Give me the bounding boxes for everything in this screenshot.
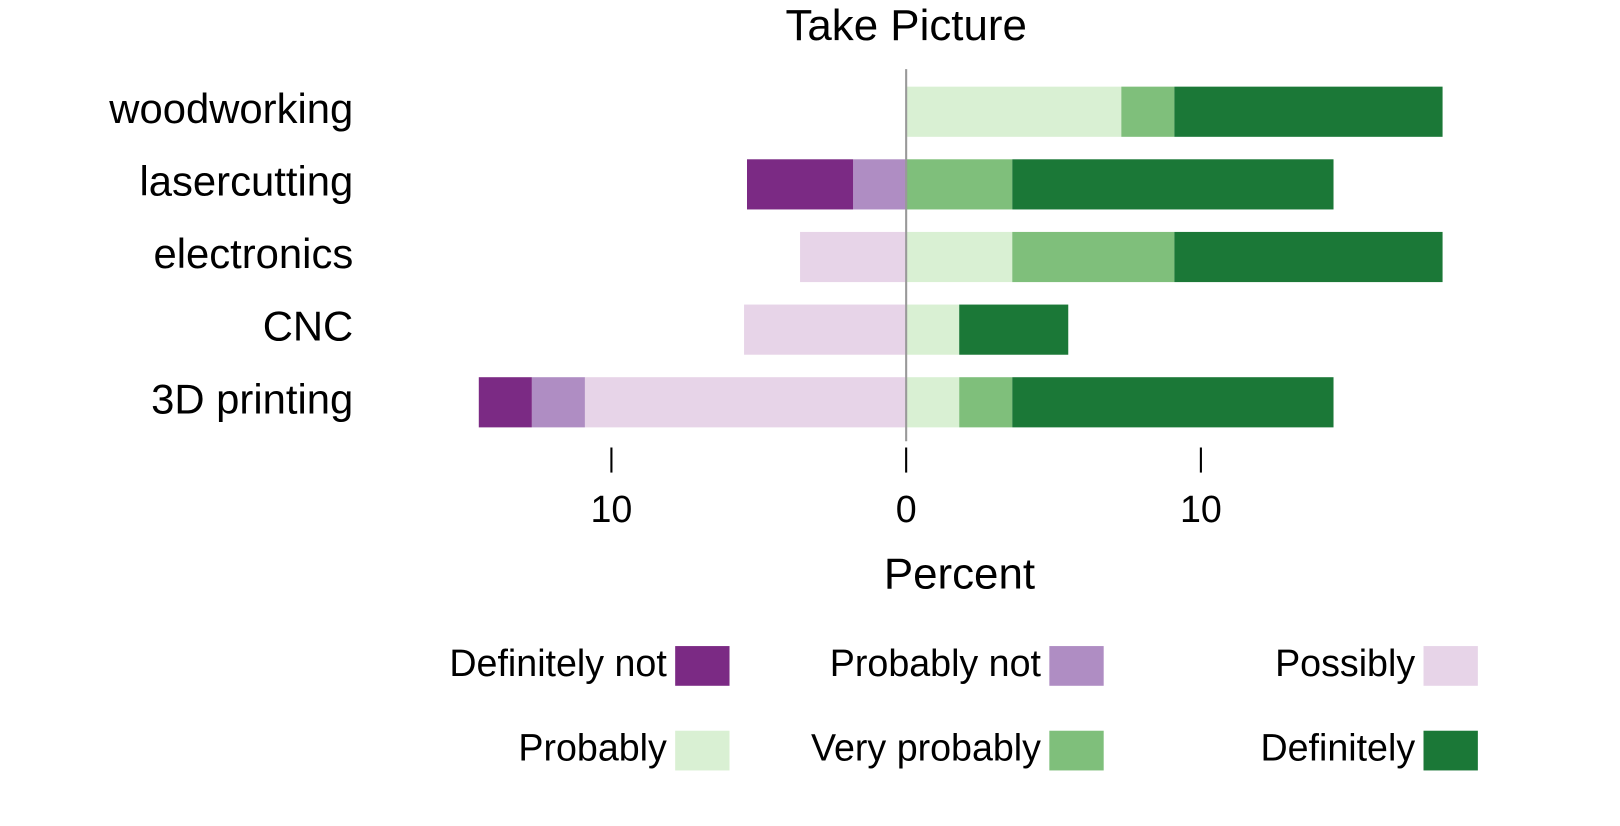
x-tick-label: 10 [1180,488,1222,530]
x-tick-label: 10 [590,488,632,530]
legend-label: Possibly [1275,642,1415,684]
bar-segment [531,377,585,428]
bar-segment [746,159,854,210]
y-tick-label: electronics [153,230,353,277]
bar-segment [584,377,907,428]
legend-label: Definitely not [449,642,667,684]
bar-segment [1012,377,1334,428]
bar-segment [906,231,1013,283]
bar-segment [478,377,532,428]
bar-segment [1012,231,1175,283]
bar-segment [906,86,1122,137]
bar-segment [800,231,907,283]
legend-swatch [1423,730,1478,771]
legend-swatch [675,730,730,771]
legend-label: Definitely [1260,727,1415,769]
legend-swatch [675,646,730,686]
bar-segment [1174,231,1443,283]
x-axis-label: Percent [884,550,1035,599]
bar-segment [959,304,1069,355]
legend-label: Probably not [830,642,1042,684]
legend-label: Probably [518,727,667,769]
chart-title: Take Picture [785,1,1026,50]
legend-swatch [1423,646,1478,686]
y-tick-label: lasercutting [140,157,354,204]
bar-segment [906,377,960,428]
bar-segment [1121,86,1175,137]
y-tick-label: CNC [263,303,354,350]
y-tick-label: 3D printing [151,375,353,422]
bar-segment [959,377,1013,428]
y-tick-label: woodworking [108,85,353,132]
bar-segment [853,159,907,210]
legend-label: Very probably [811,727,1041,769]
x-tick-label: 0 [896,488,917,530]
bar-segment [744,304,907,355]
bar-segment [906,304,960,355]
legend-swatch [1049,646,1104,686]
bar-segment [906,159,1013,210]
bar-segment [1174,86,1443,137]
bar-segment [1012,159,1334,210]
legend-swatch [1049,730,1104,771]
